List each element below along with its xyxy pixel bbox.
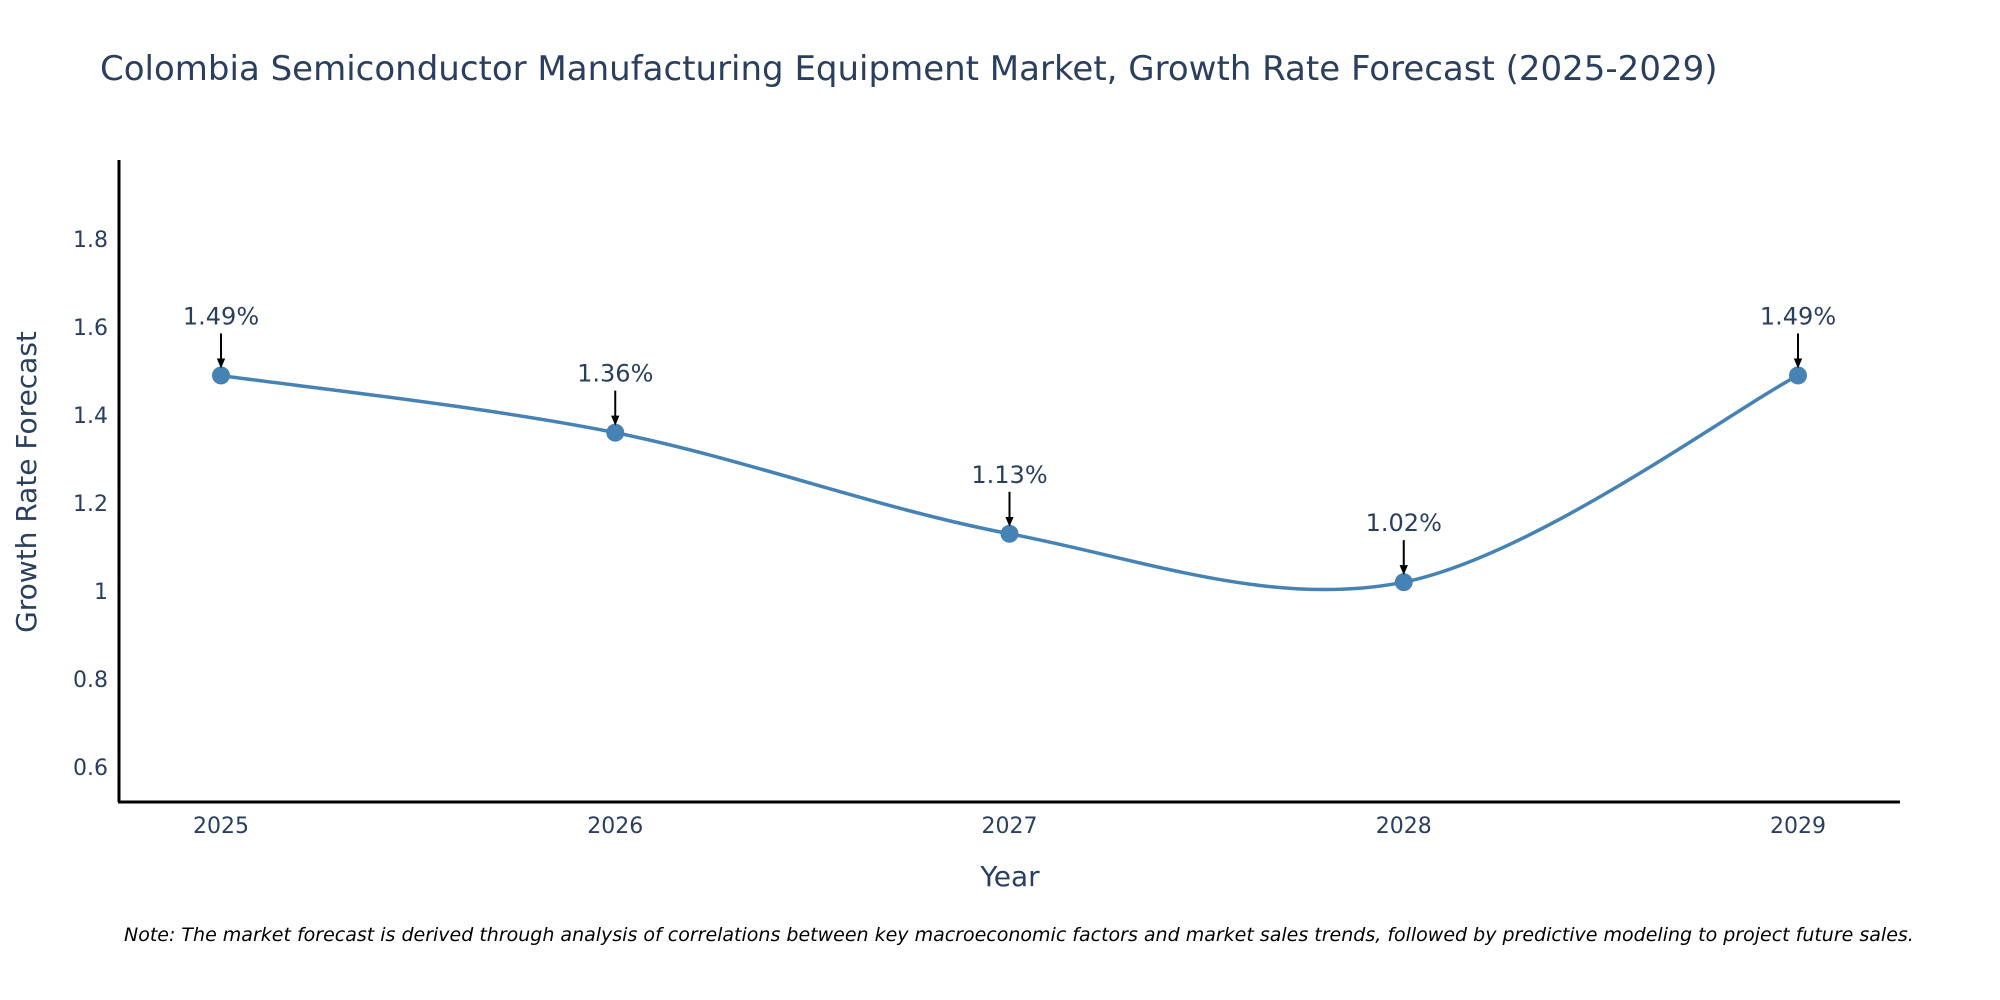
x-axis-title: Year	[979, 860, 1040, 893]
data-label: 1.02%	[1366, 509, 1442, 537]
y-tick-label: 1.8	[73, 228, 108, 253]
x-tick-label: 2025	[193, 814, 249, 839]
y-tick-label: 0.6	[73, 756, 108, 781]
data-point-2028[interactable]	[1394, 573, 1413, 592]
x-tick-label: 2029	[1770, 814, 1826, 839]
x-axis-ticks: 2025 2026 2027 2028 2029	[193, 814, 1826, 839]
y-tick-label: 0.8	[73, 668, 108, 693]
y-tick-label: 1.6	[73, 316, 108, 341]
x-tick-label: 2026	[587, 814, 643, 839]
data-point-2025[interactable]	[212, 366, 230, 385]
y-axis-title: Growth Rate Forecast	[10, 331, 43, 633]
y-tick-label: 1.2	[73, 492, 108, 517]
y-axis-ticks: 0.6 0.8 1 1.2 1.4 1.6 1.8	[73, 228, 108, 781]
y-tick-label: 1	[94, 580, 108, 605]
data-point-2026[interactable]	[606, 423, 625, 442]
y-tick-label: 1.4	[73, 404, 108, 429]
data-label: 1.49%	[1760, 302, 1836, 330]
data-point-2029[interactable]	[1789, 366, 1807, 385]
x-tick-label: 2027	[982, 814, 1038, 839]
data-label: 1.36%	[577, 360, 653, 388]
data-label-annotations: 1.49% 1.36% 1.13% 1.02% 1.49%	[183, 302, 1836, 576]
footnote: Note: The market forecast is derived thr…	[124, 924, 1914, 946]
data-label: 1.13%	[971, 461, 1047, 489]
chart-title: Colombia Semiconductor Manufacturing Equ…	[100, 49, 1717, 89]
x-tick-label: 2028	[1376, 814, 1432, 839]
series-group	[212, 366, 1807, 592]
data-point-2027[interactable]	[1000, 524, 1019, 543]
data-label: 1.49%	[183, 302, 259, 330]
